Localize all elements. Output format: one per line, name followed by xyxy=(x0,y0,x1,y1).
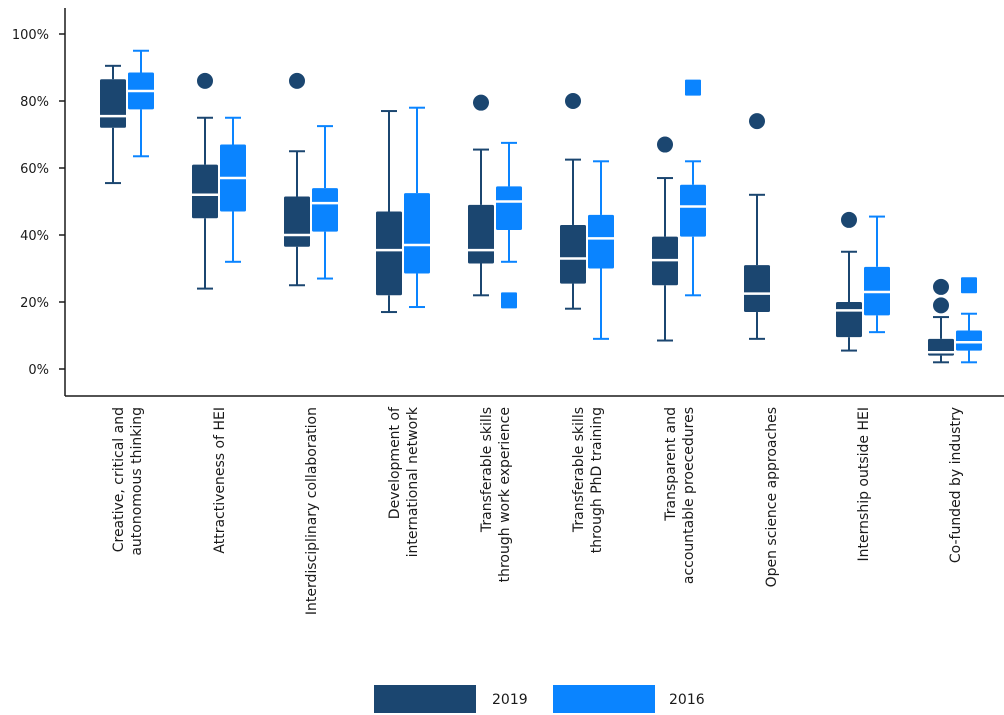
outlier-point xyxy=(473,94,489,111)
y-tick-label: 80% xyxy=(20,95,49,110)
y-tick-label: 40% xyxy=(20,229,49,244)
box-iqr xyxy=(836,302,862,338)
x-category-label: Internship outside HEI xyxy=(856,407,872,561)
outlier-point xyxy=(289,72,305,89)
box-2016-cat5 xyxy=(588,160,614,340)
outlier-point xyxy=(749,113,765,130)
outlier-point xyxy=(961,277,977,294)
legend-label: 2019 xyxy=(492,692,528,708)
outlier-point xyxy=(197,72,213,89)
outlier-point xyxy=(685,79,701,96)
box-2019-cat0 xyxy=(100,64,126,185)
box-2016-cat4 xyxy=(496,141,522,309)
y-tick-label: 60% xyxy=(20,162,49,177)
box-iqr xyxy=(376,211,402,296)
y-tick-label: 0% xyxy=(28,363,49,378)
box-iqr xyxy=(312,188,338,232)
x-category-label: Transferable skills through work experien… xyxy=(479,407,513,582)
legend: 2019 2016 xyxy=(374,685,705,713)
x-category-labels: Creative, critical and autonomous thinkin… xyxy=(111,406,964,615)
box-2016-cat3 xyxy=(404,106,430,309)
box-iqr xyxy=(744,265,770,313)
outlier-point xyxy=(933,297,949,314)
outlier-point xyxy=(841,211,857,228)
x-category-label: Transparent and accountable proecedures xyxy=(663,407,697,584)
y-tick-label: 100% xyxy=(12,28,49,43)
box-iqr xyxy=(404,193,430,274)
box-iqr xyxy=(496,186,522,230)
box-2019-cat1 xyxy=(192,72,218,290)
outlier-point xyxy=(501,292,517,309)
box-iqr xyxy=(680,184,706,237)
legend-swatch xyxy=(374,685,476,713)
legend-swatch xyxy=(553,685,655,713)
box-iqr xyxy=(956,330,982,351)
box-iqr xyxy=(560,224,586,284)
box-2016-cat8 xyxy=(864,215,890,334)
x-category-label: Open science approaches xyxy=(764,407,780,587)
x-category-label: Development of international network xyxy=(387,406,421,557)
box-2019-cat2 xyxy=(284,72,310,287)
x-category-label: Creative, critical and autonomous thinkin… xyxy=(111,407,145,556)
box-2016-cat2 xyxy=(312,125,338,280)
box-2019-cat9 xyxy=(928,278,954,364)
outlier-point xyxy=(657,136,673,153)
x-category-label: Co-funded by industry xyxy=(948,407,964,563)
box-2019-cat4 xyxy=(468,94,494,297)
box-2016-cat6 xyxy=(680,79,706,297)
x-category-label: Transferable skills through PhD training xyxy=(571,407,605,553)
y-tick-label: 20% xyxy=(20,296,49,311)
plot-area xyxy=(100,49,982,364)
axes: 0% 20% 40% 60% 80% 100% xyxy=(12,8,1004,397)
box-iqr xyxy=(588,214,614,269)
outlier-point xyxy=(933,278,949,295)
box-iqr xyxy=(192,164,218,219)
box-2019-cat7 xyxy=(744,113,770,340)
legend-label: 2016 xyxy=(669,692,705,708)
box-2019-cat5 xyxy=(560,93,586,310)
box-2016-cat9 xyxy=(956,277,982,364)
x-category-label: Attractiveness of HEI xyxy=(212,407,228,554)
box-iqr xyxy=(468,204,494,264)
box-2019-cat8 xyxy=(836,211,862,352)
box-iqr xyxy=(100,79,126,128)
box-2019-cat3 xyxy=(376,110,402,314)
box-iqr xyxy=(284,196,310,247)
x-category-label: Interdisciplinary collaboration xyxy=(304,407,320,615)
box-2016-cat1 xyxy=(220,116,246,263)
box-2016-cat0 xyxy=(128,49,154,158)
outlier-point xyxy=(565,93,581,109)
box-2019-cat6 xyxy=(652,136,678,342)
